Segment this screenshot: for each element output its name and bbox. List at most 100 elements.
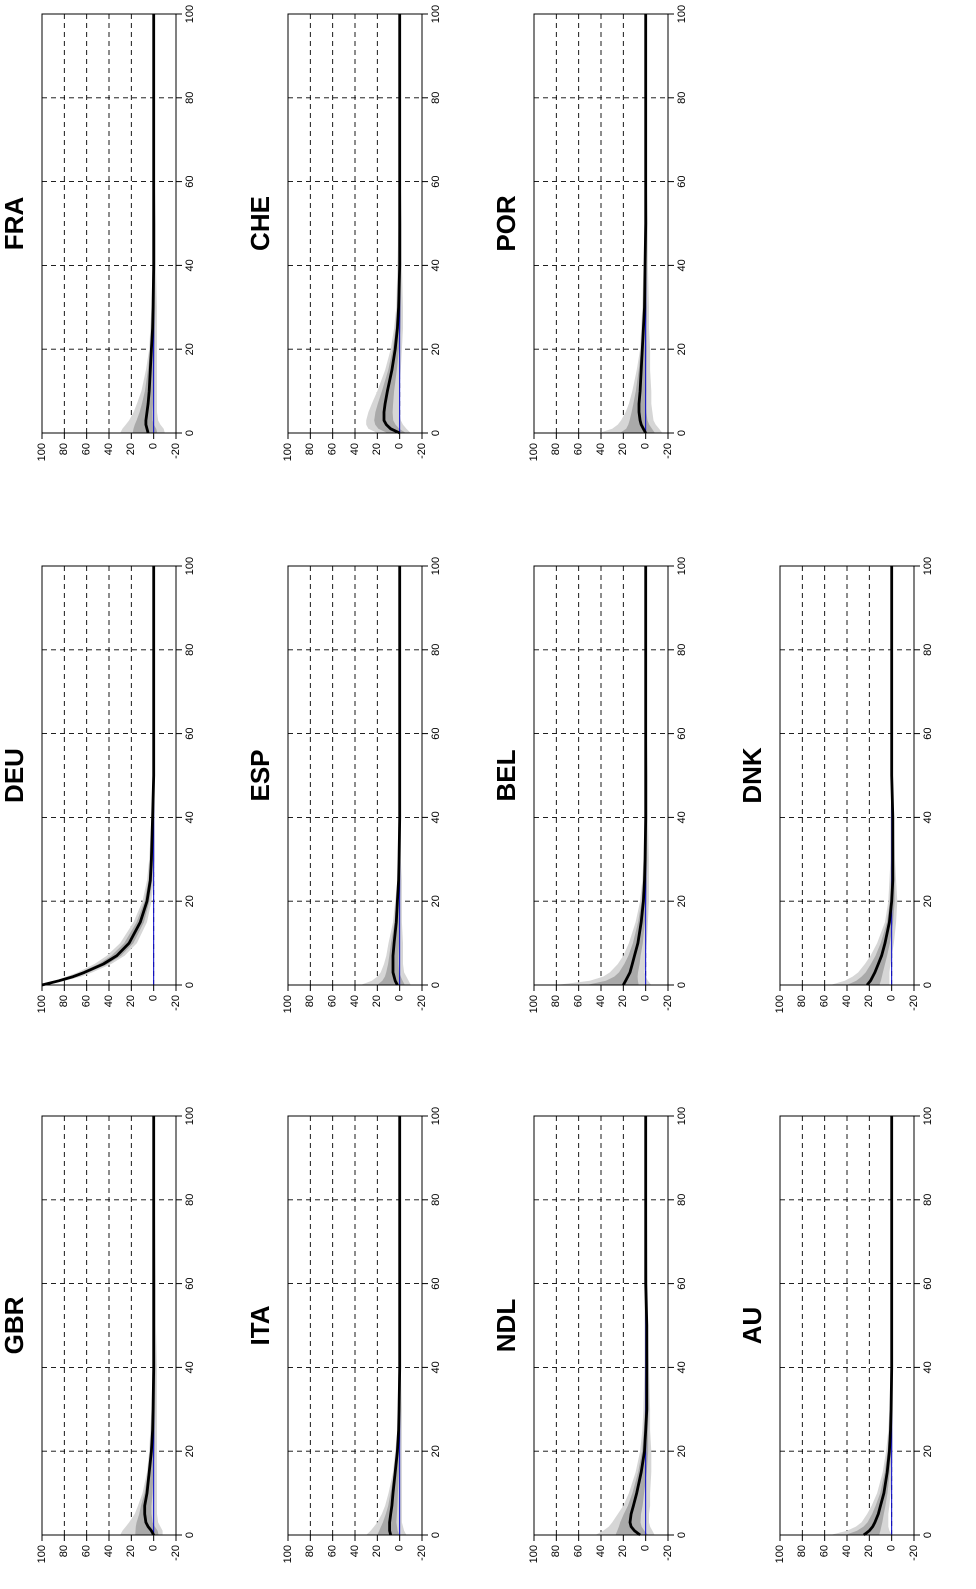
y-tick-label: 80	[550, 1545, 562, 1557]
y-tick-label: 0	[394, 1545, 406, 1551]
y-tick-label: 40	[103, 1545, 115, 1557]
panel-deu: 0 20 40 60 80 100 -20 0 20 40 60 80 100 DEU	[0, 557, 196, 1014]
y-tick-label: 60	[573, 1545, 585, 1557]
outer-band	[120, 1116, 163, 1535]
x-tick-label: 40	[922, 811, 934, 823]
x-tick-label: 0	[184, 430, 196, 436]
y-tick-label: -20	[416, 995, 428, 1011]
panel-title: POR	[491, 195, 521, 252]
x-tick-label: 100	[184, 1107, 196, 1125]
y-tick-label: 60	[81, 443, 93, 455]
y-tick-label: 20	[617, 443, 629, 455]
x-tick-label: 100	[184, 557, 196, 575]
y-tick-label: -20	[170, 995, 182, 1011]
y-tick-label: 20	[125, 995, 137, 1007]
y-tick-label: 60	[327, 443, 339, 455]
x-tick-label: 20	[922, 1445, 934, 1457]
x-tick-label: 60	[430, 1277, 442, 1289]
y-tick-label: 60	[819, 1545, 831, 1557]
x-tick-label: 0	[676, 982, 688, 988]
y-tick-label: 100	[36, 1545, 48, 1563]
y-tick-label: 0	[148, 1545, 160, 1551]
x-tick-label: 20	[430, 343, 442, 355]
y-tick-label: 60	[327, 995, 339, 1007]
x-tick-label: 100	[922, 557, 934, 575]
x-tick-label: 100	[922, 1107, 934, 1125]
y-tick-label: 60	[81, 995, 93, 1007]
y-tick-label: 40	[349, 995, 361, 1007]
panel-title: ITA	[245, 1305, 275, 1345]
y-tick-label: 40	[595, 443, 607, 455]
y-tick-label: 40	[103, 995, 115, 1007]
y-tick-label: 60	[573, 995, 585, 1007]
y-tick-label: 100	[774, 995, 786, 1013]
y-tick-label: 20	[371, 443, 383, 455]
y-tick-label: 100	[774, 1545, 786, 1563]
x-tick-label: 40	[430, 1361, 442, 1373]
y-tick-label: 100	[528, 443, 540, 461]
y-tick-label: 0	[640, 443, 652, 449]
x-tick-label: 100	[430, 557, 442, 575]
y-tick-label: 60	[81, 1545, 93, 1557]
y-tick-label: 100	[282, 1545, 294, 1563]
median-line	[382, 14, 402, 435]
x-tick-label: 60	[430, 175, 442, 187]
x-tick-label: 20	[430, 1445, 442, 1457]
y-tick-label: 80	[304, 1545, 316, 1557]
y-tick-label: 0	[640, 1545, 652, 1551]
y-tick-label: -20	[416, 443, 428, 459]
panel-ita: 0 20 40 60 80 100 -20 0 20 40 60 80 100 ITA	[245, 1107, 442, 1564]
y-tick-label: -20	[662, 995, 674, 1011]
outer-band	[120, 14, 165, 433]
y-tick-label: 80	[550, 443, 562, 455]
x-tick-label: 60	[184, 175, 196, 187]
panel-au: 0 20 40 60 80 100 -20 0 20 40 60 80 100 AU	[737, 1107, 934, 1564]
median-line	[628, 1116, 649, 1537]
x-tick-label: 40	[184, 259, 196, 271]
x-tick-label: 0	[676, 430, 688, 436]
inner-band	[846, 566, 895, 985]
x-tick-label: 20	[676, 895, 688, 907]
x-tick-label: 60	[676, 175, 688, 187]
y-tick-label: -20	[908, 1545, 920, 1561]
x-tick-label: 60	[184, 727, 196, 739]
outer-band	[360, 566, 411, 985]
y-tick-label: 40	[595, 995, 607, 1007]
median-line	[622, 566, 648, 986]
x-tick-label: 0	[430, 982, 442, 988]
x-tick-label: 40	[676, 1361, 688, 1373]
panel-title: AU	[737, 1307, 767, 1345]
inner-band	[845, 1116, 893, 1535]
x-tick-label: 80	[430, 644, 442, 656]
x-tick-label: 80	[430, 92, 442, 104]
panel-por: 0 20 40 60 80 100 -20 0 20 40 60 80 100 POR	[491, 5, 688, 462]
x-tick-label: 80	[922, 644, 934, 656]
x-tick-label: 20	[184, 895, 196, 907]
x-tick-label: 20	[430, 895, 442, 907]
outer-band	[595, 1116, 655, 1535]
x-tick-label: 80	[430, 1194, 442, 1206]
y-tick-label: -20	[662, 443, 674, 459]
y-tick-label: 20	[863, 995, 875, 1007]
outer-band	[830, 566, 898, 985]
y-tick-label: 0	[394, 443, 406, 449]
y-tick-label: -20	[170, 1545, 182, 1561]
x-tick-label: 80	[676, 644, 688, 656]
y-tick-label: -20	[416, 1545, 428, 1561]
y-tick-label: 100	[528, 995, 540, 1013]
y-tick-label: 80	[550, 995, 562, 1007]
x-tick-label: 20	[184, 1445, 196, 1457]
panel-title: ESP	[245, 749, 275, 801]
y-tick-label: 60	[327, 1545, 339, 1557]
x-tick-label: 100	[676, 5, 688, 23]
x-tick-label: 0	[184, 982, 196, 988]
y-tick-label: 0	[886, 1545, 898, 1551]
x-tick-label: 80	[676, 92, 688, 104]
y-tick-label: 20	[617, 1545, 629, 1557]
panel-title: NDL	[491, 1299, 521, 1353]
y-tick-label: 20	[125, 1545, 137, 1557]
y-tick-label: 40	[595, 1545, 607, 1557]
panel-dnk: 0 20 40 60 80 100 -20 0 20 40 60 80 100 DNK	[737, 557, 934, 1014]
y-tick-label: 0	[640, 995, 652, 1001]
